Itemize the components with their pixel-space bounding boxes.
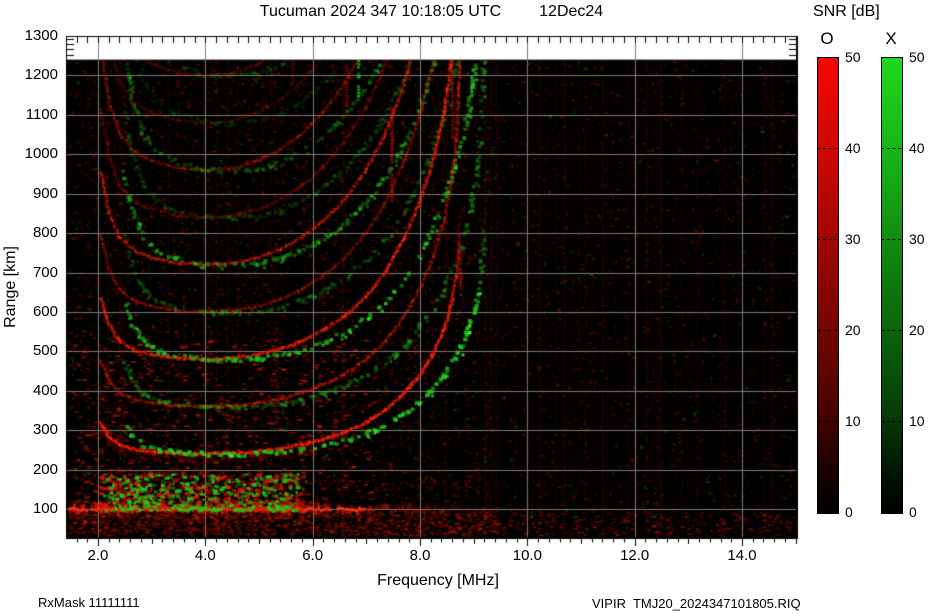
o-mode-label: O — [820, 29, 834, 48]
x-mode-label: X — [885, 29, 897, 48]
x-mode-colorbar — [881, 57, 903, 514]
x-tick-label: 4.0 — [194, 547, 216, 564]
colorbar-o-tick-dash — [817, 239, 837, 240]
colorbar-o-tick-label: 40 — [845, 140, 861, 156]
x-tick-label: 6.0 — [302, 547, 324, 564]
colorbar-o-tick-dash — [817, 330, 837, 331]
x-tick-label: 2.0 — [87, 547, 109, 564]
y-tick-label: 1000 — [24, 145, 58, 163]
colorbar-x-tick-dash — [881, 421, 901, 422]
y-tick-label: 1100 — [25, 105, 58, 123]
title-station-time: Tucuman 2024 347 10:18:05 UTC — [259, 3, 502, 20]
title-date: 12Dec24 — [539, 3, 604, 20]
x-tick-label: 14.0 — [727, 547, 757, 564]
ionogram-plot-canvas — [60, 30, 810, 554]
x-tick-label: 10.0 — [512, 547, 542, 564]
x-axis-label: Frequency [MHz] — [377, 572, 499, 589]
colorbar-o-tick-label: 0 — [845, 504, 853, 520]
page-title: Tucuman 2024 347 10:18:05 UTC 12Dec24 — [66, 3, 797, 21]
colorbar-x-tick-label: 30 — [909, 231, 925, 247]
colorbar-x-tick-label: 10 — [909, 413, 925, 429]
o-mode-colorbar — [817, 57, 839, 514]
y-tick-label: 600 — [32, 302, 58, 320]
colorbar-x-tick-dash — [881, 330, 901, 331]
y-tick-label: 1300 — [24, 27, 58, 44]
colorbar-o-tick-label: 50 — [845, 49, 861, 65]
y-tick-label: 900 — [32, 184, 58, 202]
y-tick-label: 200 — [32, 460, 58, 478]
colorbar-title: SNR [dB] — [813, 3, 880, 20]
colorbar-o-tick-label: 20 — [845, 322, 861, 338]
y-tick-label: 1200 — [24, 66, 58, 84]
y-tick-label: 800 — [32, 224, 58, 242]
colorbar-x-tick-label: 0 — [909, 504, 917, 520]
colorbar-x-tick-label: 50 — [909, 49, 925, 65]
colorbar-x-tick-dash — [881, 148, 901, 149]
colorbar-x-tick-label: 40 — [909, 140, 925, 156]
colorbar-o-tick-dash — [817, 421, 837, 422]
colorbar-o-tick-label: 30 — [845, 231, 861, 247]
y-tick-label: 500 — [32, 342, 58, 360]
y-tick-label: 400 — [32, 381, 58, 399]
y-tick-label: 700 — [32, 263, 58, 281]
x-tick-label: 8.0 — [409, 547, 431, 564]
colorbar-o-tick-dash — [817, 148, 837, 149]
y-tick-label: 300 — [32, 421, 58, 439]
colorbar-o-tick-label: 10 — [845, 413, 861, 429]
file-info-text: VIPIR TMJ20_2024347101805.RIQ — [592, 596, 801, 611]
colorbar-x-tick-dash — [881, 239, 901, 240]
x-tick-label: 12.0 — [620, 547, 650, 564]
rxmask-text: RxMask 11111111 — [38, 595, 140, 610]
y-tick-label: 100 — [32, 500, 58, 517]
colorbar-x-tick-label: 20 — [909, 322, 925, 338]
